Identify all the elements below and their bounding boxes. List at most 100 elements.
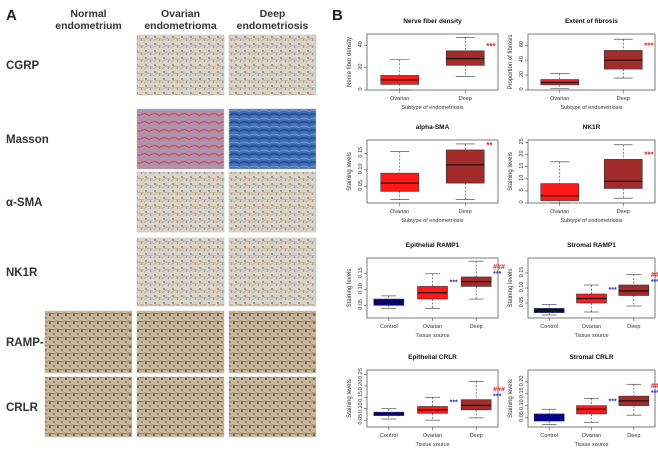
x-tick-label: Ovarian: [550, 209, 569, 215]
y-axis-label: Staining levels: [347, 152, 353, 191]
micrograph-image: [136, 108, 225, 170]
y-axis-label: Staining levels: [508, 379, 514, 418]
y-tick-label: 5: [519, 188, 525, 191]
x-axis-label: Subtype of endometriosis: [401, 105, 463, 111]
micrograph-image: [228, 376, 317, 438]
x-tick-label: Control: [380, 433, 398, 439]
micrograph-image: [136, 237, 225, 307]
panel-a-letter: A: [6, 7, 17, 24]
x-axis-label: Tissue source: [574, 333, 608, 339]
chart-title: Extent of fibrosis: [565, 18, 618, 25]
micrograph-image: [136, 310, 225, 374]
y-tick-label: 0.15: [358, 267, 364, 278]
chart-title: NK1R: [583, 124, 601, 131]
x-axis-label: Tissue source: [574, 442, 608, 448]
y-tick-label: 0.05: [358, 299, 364, 310]
significance-mark-blue: ***: [493, 271, 501, 278]
x-tick-label: Ovarian: [582, 433, 601, 439]
micrograph-image: [228, 310, 317, 374]
significance-mark-red: ***: [486, 42, 496, 51]
y-axis-label: Nerve fiber density: [347, 37, 353, 87]
x-tick-label: Deep: [627, 324, 640, 330]
x-axis-label: Subtype of endometriosis: [560, 218, 622, 224]
significance-mark-blue: ***: [609, 287, 617, 294]
micrograph-image: [136, 34, 225, 96]
significance-mark-blue: ***: [609, 399, 617, 406]
micrograph-image: [228, 171, 317, 233]
x-tick-label: Ovarian: [423, 433, 442, 439]
column-header-line: Normal: [70, 8, 106, 20]
y-tick-label: 20: [358, 64, 364, 70]
y-tick-label: 0.20: [358, 380, 364, 391]
y-axis-label: Staining levels: [508, 269, 514, 308]
chart-title: Stromal RAMP1: [567, 242, 616, 249]
row-label: Masson: [6, 134, 49, 146]
boxplot-chart: Stromal CRLR 0.050.100.150.20 Staining lev…: [508, 354, 658, 448]
plot-frame: [366, 139, 499, 204]
y-tick-label: 60: [519, 41, 525, 47]
boxplot-chart: Epithelial RAMP1 0.05 0.10 0.15 Staining lev…: [347, 242, 505, 339]
y-tick-label: 0.15: [358, 147, 364, 158]
box-ovarian: [380, 172, 420, 192]
row-label: CGRP: [6, 60, 40, 72]
micrograph-image: [228, 237, 317, 307]
y-axis-label: Staining levels: [347, 269, 353, 308]
micrograph-image: [228, 34, 317, 96]
chart-title: alpha-SMA: [416, 124, 450, 131]
chart-title: Epithelial CRLR: [408, 354, 457, 361]
y-tick-label: 0.05: [358, 180, 364, 191]
y-tick-label: 0.15: [519, 387, 525, 398]
micrograph-image: [228, 108, 317, 170]
significance-mark-red: ##: [651, 383, 658, 390]
significance-mark-red: ***: [644, 150, 654, 159]
y-axis-label: Staining levels: [347, 379, 353, 418]
y-tick-label: 0.10: [519, 282, 525, 293]
column-header-line: Deep: [260, 8, 286, 20]
micrograph-image: [136, 171, 225, 233]
column-header-line: Ovarian: [161, 8, 200, 20]
y-tick-label: 0.20: [519, 376, 525, 387]
x-tick-label: Control: [380, 324, 398, 330]
column-header: Deep endometriosis: [237, 8, 309, 32]
y-tick-label: 0: [519, 87, 525, 90]
significance-mark-red: ##: [651, 272, 658, 279]
significance-mark-blue: ***: [493, 394, 501, 401]
x-axis-label: Tissue source: [415, 333, 449, 339]
micrograph-image: [44, 310, 133, 374]
chart-title: Stromal CRLR: [569, 354, 613, 361]
y-tick-label: 0.05: [358, 414, 364, 425]
micrograph-image: [44, 376, 133, 438]
micrograph-image: [136, 376, 225, 438]
y-tick-label: 0.15: [519, 267, 525, 278]
x-tick-label: Ovarian: [390, 96, 409, 102]
y-tick-label: 0: [358, 87, 364, 90]
y-tick-label: 25: [519, 138, 525, 144]
y-tick-label: 40: [519, 56, 525, 62]
plot-frame: [527, 33, 656, 91]
significance-mark-blue: ***: [450, 399, 458, 406]
x-tick-label: Deep: [617, 209, 630, 215]
x-tick-label: Deep: [617, 96, 630, 102]
significance-mark-red: **: [486, 141, 493, 150]
y-tick-label: 0.25: [358, 368, 364, 379]
x-tick-label: Deep: [470, 433, 483, 439]
x-tick-label: Deep: [459, 96, 472, 102]
y-tick-label: 15: [519, 163, 525, 169]
x-tick-label: Ovarian: [550, 96, 569, 102]
y-tick-label: 20: [519, 150, 525, 156]
row-label: CRLR: [6, 402, 39, 414]
x-tick-label: Ovarian: [423, 324, 442, 330]
x-tick-label: Deep: [459, 209, 472, 215]
boxplot-chart: Stromal RAMP1 0.05 0.10 0.15 Staining levels…: [508, 242, 658, 339]
x-tick-label: Ovarian: [582, 324, 601, 330]
x-tick-label: Control: [540, 324, 558, 330]
box-ovarian: [540, 183, 580, 201]
significance-mark-red: ***: [644, 41, 654, 50]
boxplot-chart: Epithelial CRLR 0.050.100.150.200.25 Stain…: [347, 354, 505, 448]
y-tick-label: 0.15: [358, 391, 364, 402]
x-tick-label: Control: [540, 433, 558, 439]
box-deep: [618, 284, 650, 296]
y-tick-label: 0.05: [519, 297, 525, 308]
y-axis-label: Staining levels: [508, 152, 514, 191]
